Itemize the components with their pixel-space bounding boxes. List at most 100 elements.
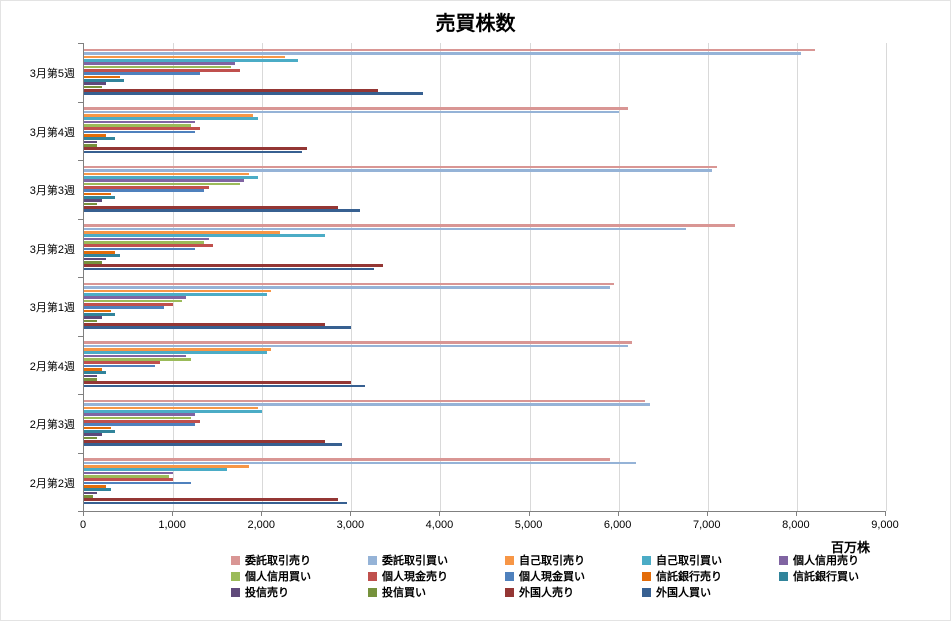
x-axis-tick — [795, 512, 797, 516]
bar — [84, 384, 365, 388]
bar — [84, 491, 98, 495]
legend-item: 委託取引売り — [231, 554, 311, 567]
legend-item: 投信売り — [231, 586, 289, 599]
bar — [84, 202, 98, 206]
x-axis-tick — [528, 512, 530, 516]
bar — [84, 179, 245, 182]
bar — [84, 465, 249, 468]
category-tick — [78, 394, 83, 395]
bar — [84, 224, 735, 227]
bar — [84, 381, 352, 385]
bar — [84, 413, 196, 416]
bar — [84, 237, 209, 241]
bar — [84, 409, 263, 413]
bar — [84, 205, 338, 209]
bar — [84, 241, 205, 244]
legend-item: 委託取引買い — [368, 554, 448, 567]
legend-item: 信託銀行売り — [642, 570, 722, 583]
legend-swatch — [505, 555, 514, 565]
category-tick — [78, 160, 83, 161]
category-tick — [78, 101, 83, 103]
bar — [84, 429, 116, 433]
bar — [84, 120, 196, 124]
bar — [84, 501, 347, 505]
legend-label: 外国人買い — [656, 587, 711, 599]
legend-swatch — [368, 555, 377, 565]
y-axis-label: 3月第2週 — [29, 243, 75, 256]
bar — [84, 443, 343, 446]
x-axis-label: 3,000 — [336, 519, 365, 531]
bar — [84, 488, 111, 492]
bar — [84, 485, 107, 488]
bar — [84, 172, 249, 176]
legend-label: 投信売り — [245, 587, 289, 599]
y-axis-label: 2月第4週 — [29, 360, 75, 373]
legend-label: 個人現金売り — [382, 571, 448, 583]
bar — [84, 234, 325, 238]
x-axis-label: 8,000 — [782, 519, 810, 531]
bar — [84, 78, 125, 82]
legend-label: 信託銀行売り — [656, 571, 722, 583]
gridline — [440, 43, 442, 511]
bar — [84, 247, 196, 251]
bar — [84, 150, 303, 154]
y-axis-label: 2月第3週 — [29, 419, 75, 432]
legend-swatch — [368, 587, 377, 597]
bar — [84, 378, 98, 381]
x-axis-label: 9,000 — [871, 519, 899, 531]
y-axis-label: 2月第2週 — [29, 477, 75, 490]
bar — [84, 309, 111, 313]
legend-swatch — [779, 571, 788, 581]
legend-swatch — [368, 571, 377, 581]
y-axis-label: 3月第3週 — [29, 185, 75, 198]
legend-label: 個人現金買い — [519, 571, 585, 583]
bar — [84, 316, 102, 319]
bar — [84, 134, 107, 137]
legend-label: 個人信用売り — [793, 555, 859, 567]
bar — [84, 354, 187, 358]
bar — [84, 458, 610, 461]
bar — [84, 368, 102, 371]
legend-item: 個人現金買い — [505, 570, 585, 583]
bar — [84, 292, 267, 296]
legend-item: 投信買い — [368, 586, 426, 599]
legend-swatch — [505, 587, 514, 597]
legend-swatch — [642, 587, 651, 597]
legend-label: 自己取引売り — [519, 555, 585, 567]
chart-title: 売買株数 — [435, 13, 516, 35]
bar — [84, 140, 98, 144]
x-axis-label: 6,000 — [603, 519, 632, 531]
bar — [84, 192, 111, 196]
bar — [84, 296, 187, 299]
category-tick — [78, 43, 83, 44]
bar — [84, 322, 325, 326]
legend-item: 個人信用買い — [231, 570, 311, 583]
bar — [84, 468, 227, 472]
bar — [84, 88, 379, 92]
legend-swatch — [642, 571, 651, 581]
x-axis-label: 0 — [79, 519, 87, 531]
bar — [84, 110, 619, 114]
bar — [84, 62, 236, 65]
bar — [84, 227, 686, 231]
gridline — [618, 43, 620, 511]
bar — [84, 231, 281, 234]
category-tick — [78, 452, 83, 454]
bar — [84, 147, 307, 151]
x-axis-tick — [617, 512, 619, 516]
bar — [84, 403, 650, 406]
bar — [84, 117, 258, 121]
gridline — [173, 43, 175, 511]
legend-swatch — [642, 555, 651, 565]
legend-item: 信託銀行買い — [779, 570, 859, 583]
bar — [84, 439, 325, 443]
bar — [84, 495, 93, 498]
x-axis-label: 4,000 — [425, 519, 454, 531]
bar — [84, 182, 240, 186]
bar — [84, 107, 628, 110]
bar — [84, 130, 196, 134]
legend-item: 自己取引買い — [642, 554, 722, 567]
category-tick — [78, 335, 83, 337]
bar — [84, 312, 116, 316]
